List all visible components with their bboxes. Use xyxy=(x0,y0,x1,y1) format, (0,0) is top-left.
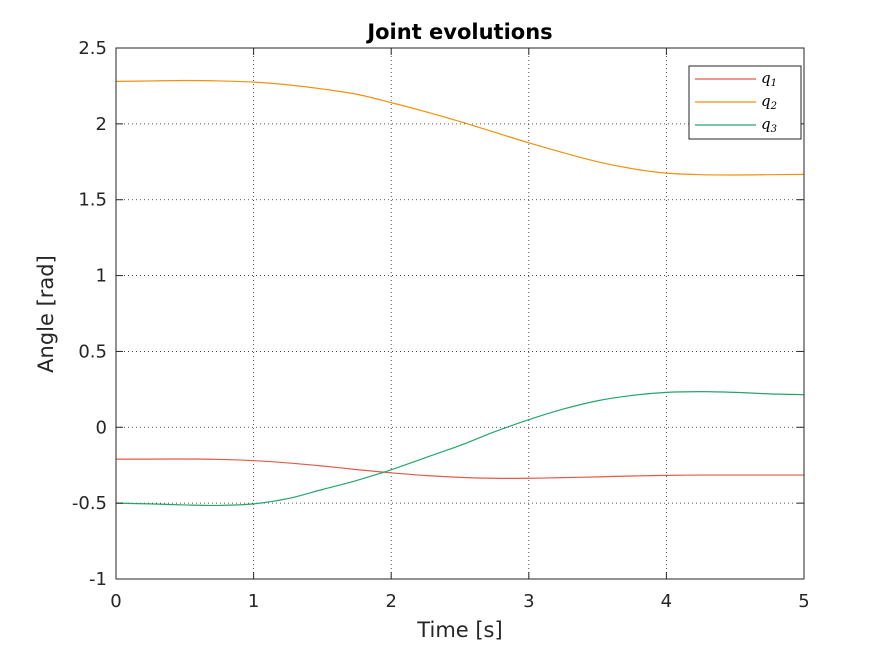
legend-label-q1: q1 xyxy=(761,69,777,89)
series-line-q2 xyxy=(115,79,805,176)
y-tick-label: -0.5 xyxy=(72,493,107,514)
y-tick-label: 1 xyxy=(96,266,107,287)
grid-lines xyxy=(116,48,804,579)
series-line-q1 xyxy=(115,458,804,479)
x-tick-label: 0 xyxy=(110,591,121,612)
chart-title: Joint evolutions xyxy=(365,20,552,44)
series-line-q3 xyxy=(115,391,805,507)
y-tick-label: 2 xyxy=(96,114,107,135)
y-tick-label: -1 xyxy=(89,569,107,590)
legend-label-q3: q3 xyxy=(761,115,777,135)
legend-label-q2: q2 xyxy=(761,92,777,112)
axis-ticks: 0 1 2 3 4 5 -1 -0.5 0 0.5 1 1.5 2 2.5 xyxy=(72,38,810,612)
y-axis-label: Angle [rad] xyxy=(34,255,58,373)
axes-box xyxy=(115,47,805,580)
x-tick-label: 1 xyxy=(248,591,259,612)
y-tick-label: 1.5 xyxy=(78,190,107,211)
x-tick-label: 5 xyxy=(798,591,809,612)
legend: q1 q2 q3 xyxy=(688,65,802,140)
y-tick-label: 2.5 xyxy=(78,38,107,59)
x-tick-label: 3 xyxy=(523,591,534,612)
x-axis-label: Time [s] xyxy=(416,618,502,642)
x-tick-label: 2 xyxy=(385,591,396,612)
x-tick-label: 4 xyxy=(661,591,672,612)
series-lines xyxy=(115,79,805,507)
y-tick-label: 0 xyxy=(96,417,107,438)
y-tick-label: 0.5 xyxy=(78,341,107,362)
